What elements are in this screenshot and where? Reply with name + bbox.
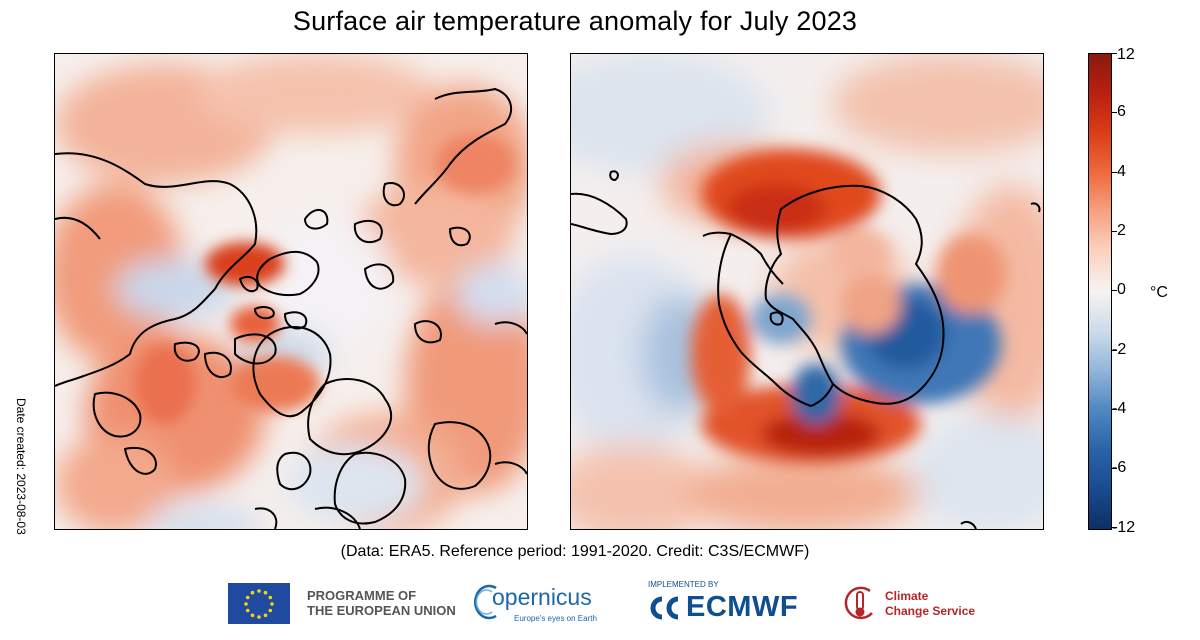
colorbar-unit: °C <box>1150 284 1168 301</box>
north-coastlines <box>55 88 527 529</box>
c3s-label: Climate Change Service <box>885 589 975 619</box>
colorbar-tick-label: 2 <box>1117 222 1126 239</box>
south-coastlines <box>571 170 1041 529</box>
colorbar <box>1088 53 1112 530</box>
colorbar-tick <box>1111 350 1117 351</box>
colorbar-tick <box>1111 409 1117 410</box>
colorbar-tick-label: 4 <box>1117 163 1126 180</box>
date-created-label: Date created: 2023-08-03 <box>14 398 28 535</box>
colorbar-tick-label: 0 <box>1117 281 1126 298</box>
ecmwf-logo-icon <box>650 596 679 620</box>
copernicus-tagline: Europe's eyes on Earth <box>514 614 597 623</box>
ecmwf-name: ECMWF <box>686 591 799 623</box>
colorbar-tick-label: 12 <box>1117 46 1135 63</box>
colorbar-tick <box>1111 468 1117 469</box>
colorbar-tick <box>1111 290 1117 291</box>
c3s-line-1: Climate <box>885 589 929 603</box>
copernicus-logo: opernicus Europe's eyes on Earth <box>474 578 604 628</box>
colorbar-tick <box>1111 231 1117 232</box>
colorbar-tick <box>1111 112 1117 113</box>
colorbar-tick <box>1111 53 1117 54</box>
copernicus-name: opernicus <box>492 584 592 610</box>
thermometer-icon <box>844 586 873 620</box>
c3s-logo: Climate Change Service <box>840 583 990 628</box>
map-southern-hemisphere <box>570 53 1044 530</box>
ecmwf-logo: IMPLEMENTED BY ECMWF <box>646 578 816 628</box>
map-northern-hemisphere <box>54 53 528 530</box>
implemented-by-label: IMPLEMENTED BY <box>648 580 719 589</box>
colorbar-tick-label: -12 <box>1112 519 1136 536</box>
colorbar-tick <box>1111 172 1117 173</box>
eu-programme-label: PROGRAMME OF THE EUROPEAN UNION <box>307 588 456 618</box>
colorbar-tick-label: 6 <box>1117 103 1126 120</box>
figure-title: Surface air temperature anomaly for July… <box>292 6 858 36</box>
colorbar-tick-label: -2 <box>1112 341 1127 358</box>
eu-flag-icon <box>228 583 290 624</box>
eu-line-1: PROGRAMME OF <box>307 588 417 603</box>
logo-bar: PROGRAMME OF THE EUROPEAN UNION opernicu… <box>0 578 1200 628</box>
colorbar-tick <box>1111 527 1117 528</box>
c3s-line-2: Change Service <box>885 604 976 618</box>
colorbar-tick-label: -6 <box>1112 459 1127 476</box>
colorbar-tick-label: -4 <box>1112 400 1127 417</box>
copernicus-logo-icon <box>474 584 497 620</box>
eu-line-2: THE EUROPEAN UNION <box>307 603 456 618</box>
data-credit: (Data: ERA5. Reference period: 1991-2020… <box>340 543 810 560</box>
